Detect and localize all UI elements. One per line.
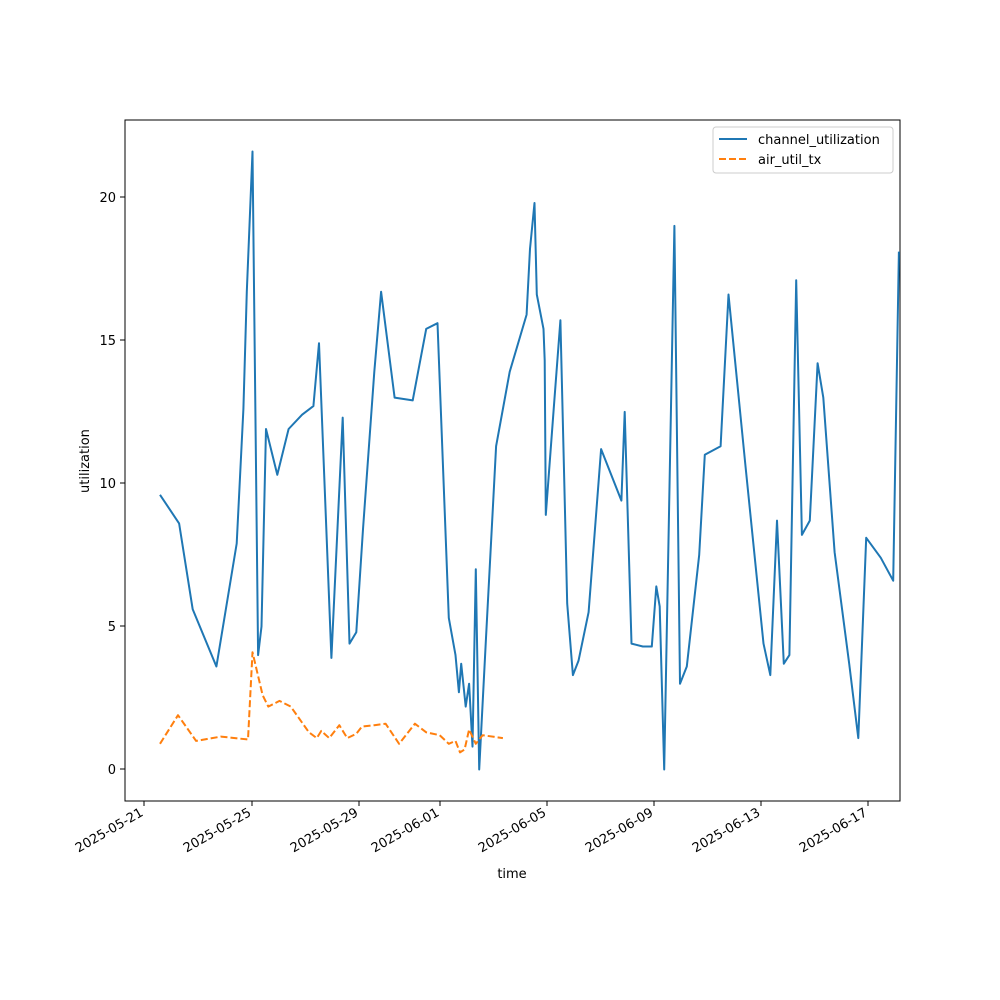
series-line-channel-utilization xyxy=(159,150,900,771)
legend-label-channel-utilization: channel_utilization xyxy=(758,133,880,148)
legend: channel_utilization air_util_tx xyxy=(712,126,894,174)
series-layer xyxy=(159,150,900,771)
y-tick-label: 20 xyxy=(99,191,116,206)
y-tick-label: 5 xyxy=(108,620,116,635)
x-tick-label: 2025-05-21 xyxy=(73,805,146,856)
y-axis-label: utilization xyxy=(78,429,93,493)
legend-box xyxy=(712,126,894,174)
y-tick-label: 10 xyxy=(99,477,116,492)
plot-frame xyxy=(124,119,901,802)
y-axis: 0 5 10 15 20 xyxy=(99,191,125,778)
x-tick-label: 2025-06-17 xyxy=(797,805,870,856)
x-tick-label: 2025-06-13 xyxy=(690,805,763,856)
x-tick-label: 2025-05-29 xyxy=(288,805,361,856)
x-tick-label: 2025-05-25 xyxy=(181,805,254,856)
x-axis: 2025-05-21 2025-05-25 2025-05-29 2025-06… xyxy=(73,801,870,856)
series-line-air-util-tx xyxy=(159,651,504,754)
x-tick-label: 2025-06-09 xyxy=(583,805,656,856)
x-axis-label: time xyxy=(497,867,526,882)
x-tick-label: 2025-06-05 xyxy=(476,805,549,856)
y-tick-label: 0 xyxy=(108,763,116,778)
y-tick-label: 15 xyxy=(99,334,116,349)
x-tick-label: 2025-06-01 xyxy=(369,805,442,856)
legend-label-air-util-tx: air_util_tx xyxy=(758,153,822,168)
